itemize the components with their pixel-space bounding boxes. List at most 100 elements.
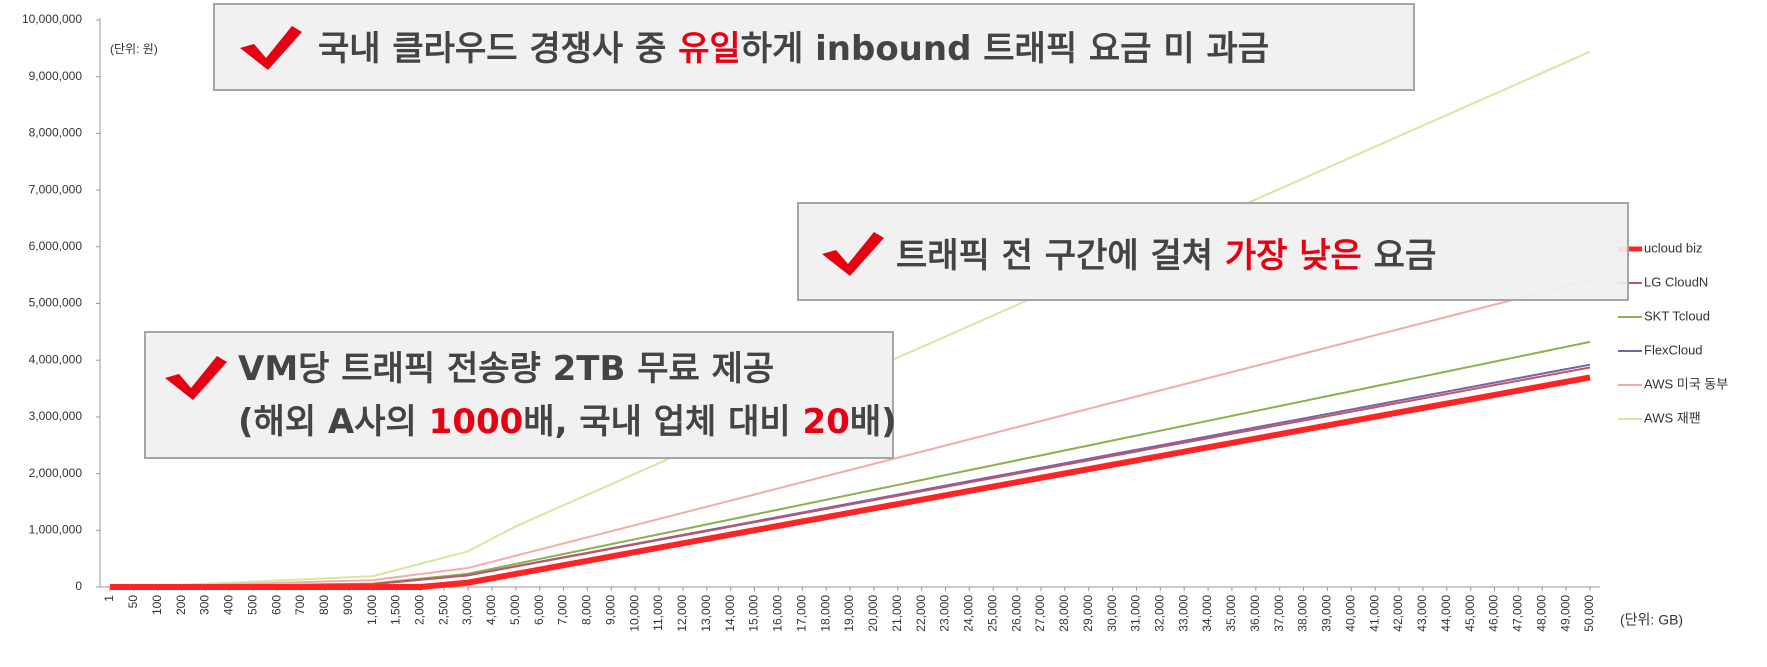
x-tick-label: 19,000 — [842, 595, 856, 632]
x-tick-label: 48,000 — [1534, 595, 1548, 632]
x-tick-label: 400 — [222, 595, 236, 615]
x-tick-label: 9,000 — [603, 595, 617, 625]
series-line — [110, 374, 1591, 590]
x-tick-label: 7,000 — [556, 595, 570, 625]
legend-label: ucloud biz — [1644, 240, 1703, 255]
x-tick-label: 800 — [317, 595, 331, 615]
x-tick-label: 3,000 — [460, 595, 474, 625]
x-tick-label: 13,000 — [699, 595, 713, 632]
legend-label: AWS 미국 동부 — [1644, 376, 1728, 391]
x-tick-label: 5,000 — [508, 595, 522, 625]
x-tick-label: 8,000 — [580, 595, 594, 625]
x-tick-label: 1,500 — [389, 595, 403, 625]
annotation-text: 국내 클라우드 경쟁사 중 유일하게 inbound 트래픽 요금 미 과금 — [318, 29, 1269, 69]
x-tick-label: 49,000 — [1558, 595, 1572, 632]
legend-label: SKT Tcloud — [1644, 308, 1710, 323]
x-tick-label: 1 — [102, 595, 116, 602]
check-icon — [165, 356, 227, 400]
annotation-text: (해외 A사의 1000배, 국내 업체 대비 20배) — [238, 402, 897, 442]
x-tick-label: 700 — [293, 595, 307, 615]
series-line — [109, 279, 1591, 588]
annotation-part: 요금 — [1362, 236, 1436, 276]
x-tick-label: 26,000 — [1009, 595, 1023, 632]
annotation-part: 트래픽 전 구간에 걸쳐 — [896, 236, 1225, 276]
y-tick-label: 3,000,000 — [29, 409, 83, 423]
x-tick-label: 40,000 — [1343, 595, 1357, 632]
y-tick-label: 9,000,000 — [29, 69, 83, 83]
x-tick-label: 300 — [198, 595, 212, 615]
x-tick-label: 100 — [150, 595, 164, 615]
x-tick-label: 18,000 — [818, 595, 832, 632]
series-line — [109, 50, 1591, 588]
y-tick-label: 10,000,000 — [22, 12, 82, 26]
x-tick-label: 42,000 — [1391, 595, 1405, 632]
x-tick-label: 20,000 — [866, 595, 880, 632]
x-tick-label: 11,000 — [651, 595, 665, 631]
check-icon — [240, 26, 302, 70]
x-tick-label: 12,000 — [675, 595, 689, 632]
x-tick-label: 27,000 — [1033, 595, 1047, 632]
x-tick-label: 31,000 — [1129, 595, 1143, 632]
x-tick-label: 46,000 — [1487, 595, 1501, 632]
check-icon — [822, 232, 884, 276]
annotation-part: 배, 국내 업체 대비 — [523, 402, 802, 442]
legend-label: LG CloudN — [1644, 274, 1708, 289]
annotation-part: 하게 inbound 트래픽 요금 미 과금 — [741, 29, 1269, 69]
x-tick-label: 2,500 — [436, 595, 450, 625]
y-tick-label: 0 — [75, 579, 82, 593]
y-tick-label: 6,000,000 — [29, 239, 83, 253]
x-tick-label: 900 — [341, 595, 355, 615]
x-tick-label: 29,000 — [1081, 595, 1095, 632]
x-tick-label: 30,000 — [1105, 595, 1119, 632]
annotation-part: VM당 트래픽 전송량 2TB 무료 제공 — [238, 349, 774, 389]
y-unit-label: (단위: 원) — [110, 42, 158, 56]
x-tick-label: 17,000 — [794, 595, 808, 632]
x-tick-label: 41,000 — [1367, 595, 1381, 632]
x-tick-label: 34,000 — [1200, 595, 1214, 632]
y-tick-label: 7,000,000 — [29, 182, 83, 196]
legend-label: FlexCloud — [1644, 342, 1703, 357]
annotation-text: VM당 트래픽 전송량 2TB 무료 제공 — [238, 349, 774, 389]
x-tick-label: 23,000 — [938, 595, 952, 632]
x-tick-label: 25,000 — [985, 595, 999, 632]
annotation-part: 국내 클라우드 경쟁사 중 — [318, 29, 678, 69]
x-tick-label: 16,000 — [771, 595, 785, 632]
x-tick-label: 6,000 — [532, 595, 546, 625]
x-tick-label: 32,000 — [1152, 595, 1166, 632]
x-tick-label: 39,000 — [1320, 595, 1334, 632]
y-tick-label: 5,000,000 — [29, 296, 83, 310]
annotation-part: 가장 낮은 — [1225, 236, 1362, 276]
x-unit-label: (단위: GB) — [1620, 612, 1683, 628]
x-tick-label: 24,000 — [962, 595, 976, 632]
x-tick-label: 22,000 — [914, 595, 928, 632]
x-tick-label: 47,000 — [1511, 595, 1525, 632]
y-tick-label: 8,000,000 — [29, 126, 83, 140]
annotation-text: 트래픽 전 구간에 걸쳐 가장 낮은 요금 — [896, 236, 1436, 276]
x-tick-label: 4,000 — [484, 595, 498, 625]
y-tick-label: 1,000,000 — [29, 522, 83, 536]
x-tick-label: 33,000 — [1176, 595, 1190, 632]
x-tick-label: 45,000 — [1463, 595, 1477, 632]
legend-label: AWS 재팬 — [1644, 410, 1701, 425]
annotation-part: 배) — [850, 402, 897, 442]
x-tick-label: 2,000 — [412, 595, 426, 625]
x-tick-label: 43,000 — [1415, 595, 1429, 632]
x-tick-label: 50 — [126, 595, 140, 609]
x-tick-label: 44,000 — [1439, 595, 1453, 632]
x-tick-label: 21,000 — [890, 595, 904, 632]
annotation-part: 20 — [803, 402, 850, 442]
y-tick-label: 2,000,000 — [29, 466, 83, 480]
x-tick-label: 37,000 — [1272, 595, 1286, 632]
x-tick-label: 500 — [245, 595, 259, 615]
annotation-box — [144, 331, 894, 459]
x-tick-label: 36,000 — [1248, 595, 1262, 632]
x-tick-label: 50,000 — [1582, 595, 1596, 632]
annotation-part: 1000 — [429, 402, 524, 442]
x-tick-label: 35,000 — [1224, 595, 1238, 632]
x-tick-label: 1,000 — [365, 595, 379, 625]
x-tick-label: 28,000 — [1057, 595, 1071, 632]
x-tick-label: 10,000 — [627, 595, 641, 632]
annotation-box — [213, 3, 1415, 91]
x-tick-label: 600 — [269, 595, 283, 615]
